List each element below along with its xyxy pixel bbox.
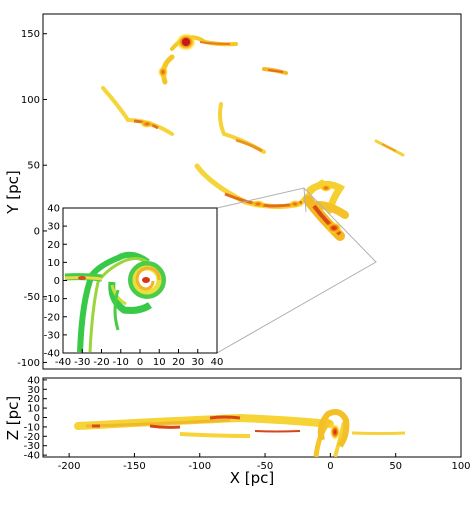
- main-y-tick-label: 0: [34, 226, 40, 237]
- lower-x-tick-label: -100: [188, 461, 211, 472]
- inset-x-tick-label: -10: [113, 357, 129, 368]
- inset-heatmap: [64, 251, 166, 353]
- main-heatmap: [101, 33, 405, 241]
- lower-heatmap: [74, 409, 406, 457]
- inset-y-tick-label: 0: [54, 276, 60, 287]
- inset-x-tick-label: 0: [137, 357, 143, 368]
- inset-y-tick-label: 10: [47, 258, 60, 269]
- inset-x-tick-label: -40: [55, 357, 71, 368]
- lower-y-axis-label: Z [pc]: [4, 396, 22, 441]
- main-y-tick-label: -50: [24, 292, 40, 303]
- inset-x-tick-label: 30: [191, 357, 204, 368]
- main-y-tick-label: 150: [21, 29, 40, 40]
- lower-x-axis-label: X [pc]: [230, 469, 275, 487]
- inset-y-tick-label: 20: [47, 240, 60, 251]
- inset-x-tick-label: -20: [93, 357, 109, 368]
- inset-y-tick-label: -10: [44, 294, 60, 305]
- inset-plot-frame: [62, 207, 218, 354]
- heat-filament-far-right: [374, 139, 405, 157]
- lower-x-tick-label: 100: [451, 461, 470, 472]
- main-y-tick-label: -100: [17, 358, 40, 369]
- lower-y-tick-label: 10: [27, 404, 40, 415]
- main-y-ticks: 150 100 50 0 -50 -100: [17, 29, 47, 369]
- lower-y-tick-label: 0: [34, 413, 40, 424]
- inset-x-ticks: -40 -30 -20 -10 0 10 20 30 40: [55, 349, 224, 368]
- lower-x-tick-label: 0: [327, 461, 333, 472]
- heat-filament-right-top: [262, 67, 288, 75]
- lower-x-tick-label: -200: [58, 461, 81, 472]
- heat-filament-left-arm: [101, 86, 174, 136]
- inset-y-ticks: 40 30 20 10 0 -10 -20 -30 -40: [44, 204, 67, 360]
- lower-y-tick-label: -10: [24, 422, 40, 433]
- lower-y-tick-label: -20: [24, 432, 40, 443]
- inset-y-tick-label: -20: [44, 312, 60, 323]
- lower-y-tick-label: -30: [24, 441, 40, 452]
- lower-x-tick-label: 50: [389, 461, 402, 472]
- inset-x-tick-label: 40: [211, 357, 224, 368]
- inset-y-tick-label: -30: [44, 330, 60, 341]
- lower-x-tick-label: -50: [257, 461, 273, 472]
- inset-y-tick-label: 40: [47, 204, 60, 215]
- inset-x-tick-label: -30: [74, 357, 90, 368]
- inset-y-tick-label: -40: [44, 349, 60, 360]
- lower-y-tick-label: 30: [27, 385, 40, 396]
- lower-x-tick-label: -150: [123, 461, 146, 472]
- inset-x-tick-label: 20: [172, 357, 185, 368]
- lower-y-tick-label: -40: [24, 451, 40, 462]
- zoom-connector-lines: [216, 187, 377, 354]
- main-y-tick-label: 100: [21, 95, 40, 106]
- heat-filament-mid: [218, 102, 266, 154]
- main-y-axis-label: Y [pc]: [4, 170, 22, 214]
- inset-y-tick-label: 30: [47, 222, 60, 233]
- heat-filament-topleft: [158, 54, 175, 85]
- heat-filament-top: [170, 33, 238, 51]
- lower-y-tick-label: 40: [27, 375, 40, 386]
- inset-x-tick-label: 10: [153, 357, 166, 368]
- main-y-tick-label: 50: [27, 161, 40, 172]
- lower-y-tick-label: 20: [27, 394, 40, 405]
- lower-x-ticks: -200 -150 -100 -50 0 50 100: [58, 453, 471, 472]
